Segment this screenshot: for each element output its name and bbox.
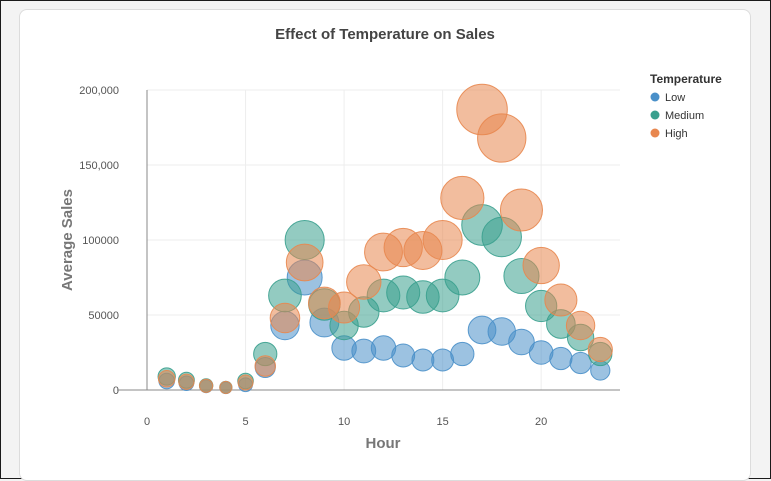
bubble-high[interactable]	[178, 373, 195, 390]
bubble-high[interactable]	[328, 291, 361, 324]
y-axis-title: Average Sales	[59, 189, 76, 291]
bubble-high[interactable]	[237, 374, 254, 391]
bubble-low[interactable]	[569, 351, 592, 375]
bubble-high[interactable]	[499, 188, 543, 232]
bubble-low[interactable]	[549, 346, 573, 371]
legend: Temperature Low Medium High	[650, 72, 722, 140]
x-axis-title: Hour	[366, 435, 401, 452]
bubble-high[interactable]	[440, 175, 485, 221]
legend-swatch-medium	[650, 110, 660, 120]
legend-label-medium[interactable]: Medium	[665, 110, 704, 122]
x-tick-label: 10	[338, 416, 350, 428]
x-tick-label: 20	[535, 416, 547, 428]
bubble-low[interactable]	[528, 340, 554, 365]
bubble-high[interactable]	[157, 369, 176, 388]
legend-swatch-low	[650, 92, 660, 102]
y-tick-label: 200,000	[79, 85, 119, 97]
bubble-layer	[157, 83, 613, 395]
legend-swatch-high	[650, 128, 660, 138]
y-tick-label: 0	[113, 385, 119, 397]
bubble-high[interactable]	[254, 355, 276, 377]
chart-title: Effect of Temperature on Sales	[275, 26, 495, 43]
bubble-low[interactable]	[431, 348, 455, 372]
x-tick-label: 0	[144, 416, 150, 428]
bubble-high[interactable]	[269, 302, 301, 334]
y-tick-label: 100000	[82, 235, 119, 247]
y-tick-label: 150,000	[79, 160, 119, 172]
bubble-low[interactable]	[391, 343, 416, 368]
legend-label-high[interactable]: High	[665, 128, 688, 140]
bubble-low[interactable]	[508, 328, 535, 356]
bubble-high[interactable]	[285, 243, 324, 282]
bubble-high[interactable]	[587, 336, 613, 363]
bubble-high[interactable]	[522, 246, 560, 285]
bubble-high[interactable]	[199, 378, 214, 393]
legend-title: Temperature	[650, 72, 722, 86]
x-tick-label: 15	[437, 416, 449, 428]
bubble-high[interactable]	[346, 264, 382, 300]
bubble-low[interactable]	[411, 348, 435, 372]
y-tick-label: 50000	[88, 310, 119, 322]
bubble-high[interactable]	[565, 310, 596, 341]
x-tick-label: 5	[242, 416, 248, 428]
bubble-high[interactable]	[477, 113, 527, 163]
bubble-high[interactable]	[544, 283, 578, 317]
legend-label-low[interactable]: Low	[665, 92, 685, 104]
bubble-high[interactable]	[422, 219, 463, 261]
bubble-low[interactable]	[450, 341, 475, 367]
bubble-medium[interactable]	[444, 259, 481, 296]
bubble-high[interactable]	[219, 380, 233, 394]
